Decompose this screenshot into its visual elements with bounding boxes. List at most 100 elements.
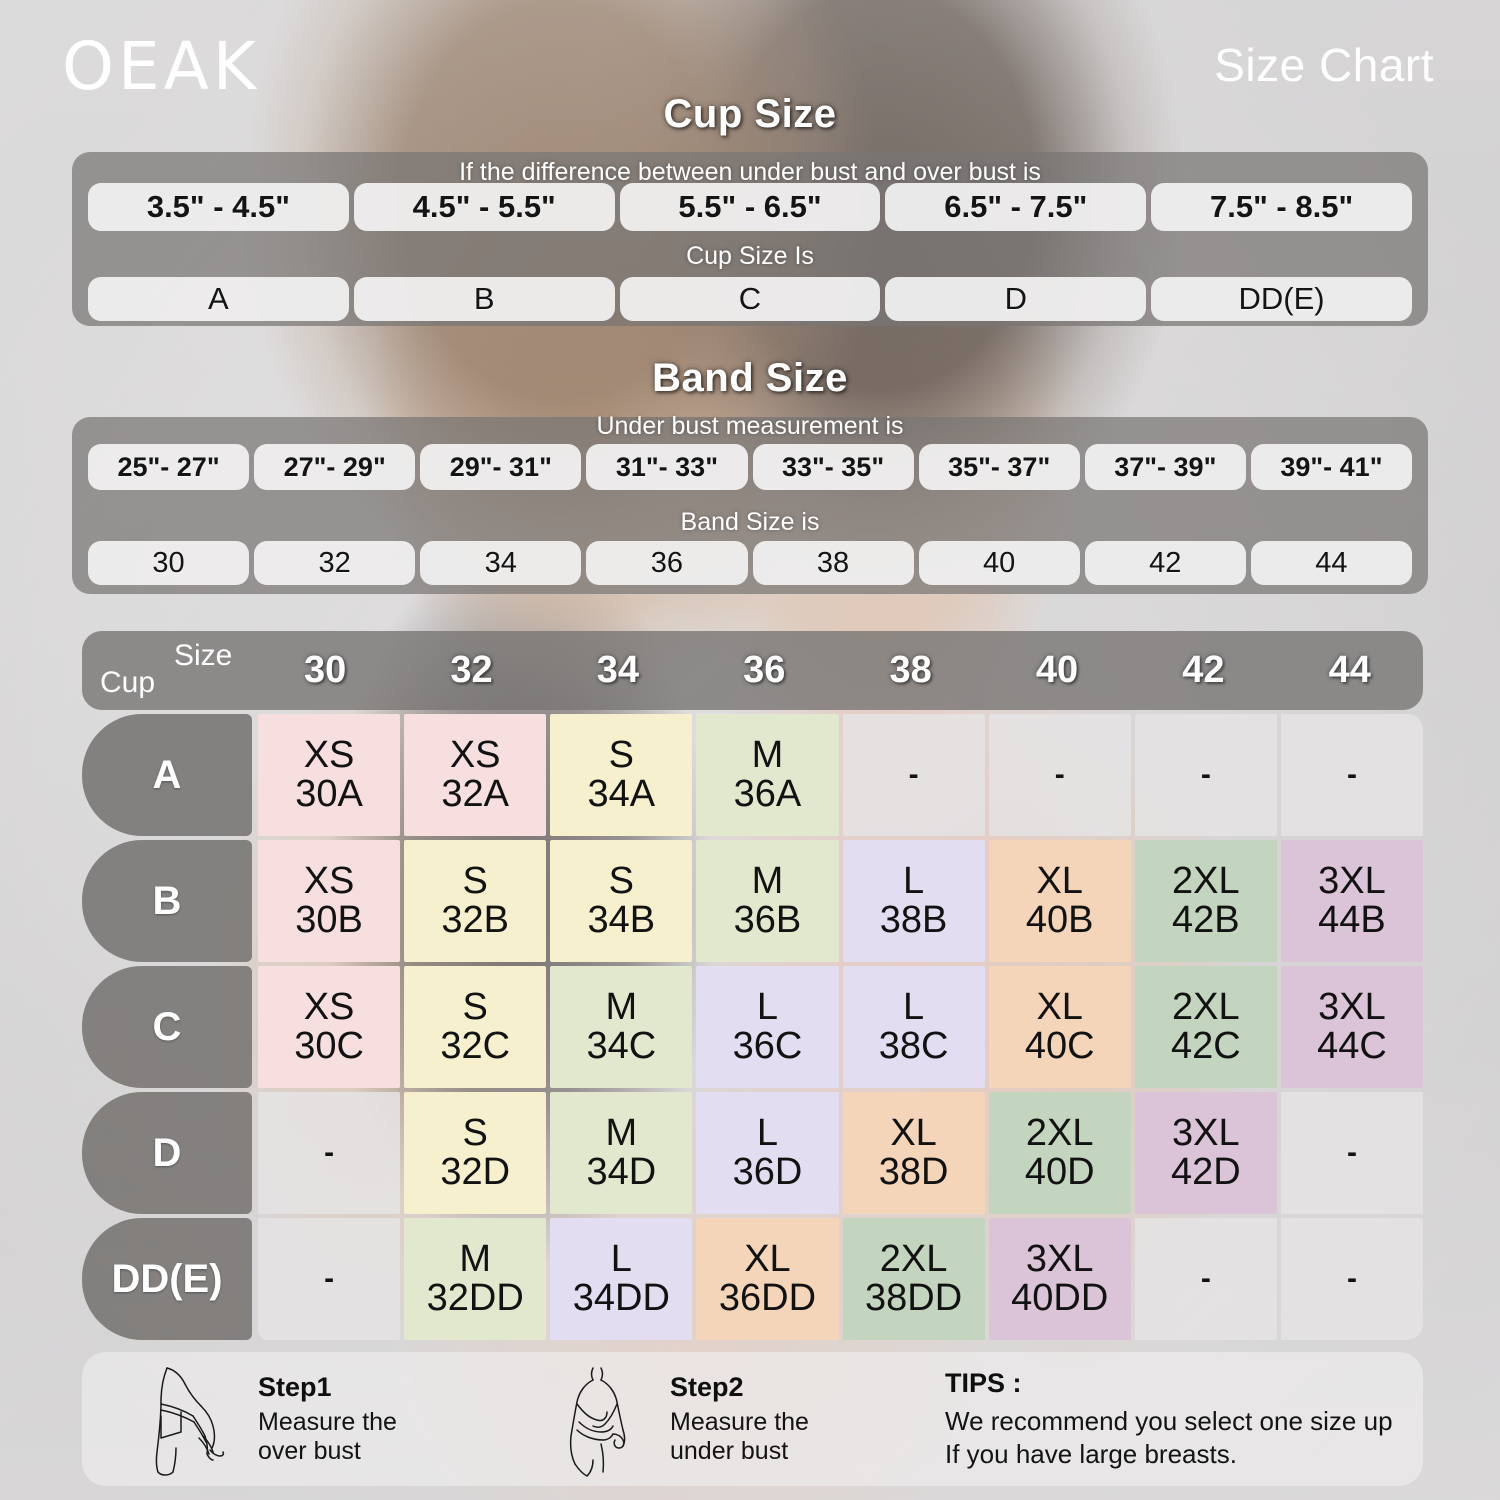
band-size-cell-7: 44 — [1250, 541, 1412, 585]
cell-size-label: XS — [303, 734, 355, 777]
matrix-cell-32-D: S 32D — [404, 1092, 547, 1214]
matrix-cell-36-DD(E): XL 36DD — [696, 1218, 839, 1340]
cell-size-label: XL — [890, 1112, 937, 1155]
matrix-cell-30-B: XS 30B — [258, 840, 401, 962]
band-size-cell-4: 38 — [752, 541, 914, 585]
cell-code-label: 34A — [587, 773, 656, 815]
cell-size-label: XS — [449, 734, 501, 777]
matrix-cell-30-C: XS 30C — [258, 966, 401, 1088]
matrix-cell-40-C: XL 40C — [988, 966, 1131, 1088]
matrix-cell-34-D: M 34D — [550, 1092, 693, 1214]
matrix-row-label-A: A — [82, 714, 252, 836]
over-bust-measure-icon — [155, 1367, 225, 1476]
cell-code-label: 44B — [1318, 899, 1386, 941]
cell-code-label: 32D — [440, 1151, 511, 1193]
cell-size-label: L — [610, 1238, 632, 1281]
matrix-cell-38-A: - — [842, 714, 985, 836]
cup-caption-difference: If the difference between under bust and… — [459, 158, 1041, 186]
matrix-column-headers: 30 32 34 36 38 40 42 44 — [252, 631, 1423, 710]
matrix-cell-42-A: - — [1134, 714, 1277, 836]
band-caption-size-is: Band Size is — [680, 508, 820, 536]
band-size-cell-5: 40 — [918, 541, 1080, 585]
band-range-cell-0: 25"- 27" — [88, 444, 250, 490]
cell-code-label: 30B — [295, 899, 363, 941]
matrix-col-header-40: 40 — [1035, 649, 1079, 691]
cell-code-label: 30A — [295, 773, 363, 815]
cup-range-cell-2: 5.5" - 6.5" — [619, 183, 881, 231]
matrix-row: B XS 30B S 32B S 34B M 36B L 38B XL 40B 2XL 42B 3XL 44B — [82, 840, 1423, 962]
cell-size-label: 3XL — [1318, 860, 1386, 903]
step1-block: Step1 Measure the over bust — [137, 1360, 537, 1478]
band-range-cell-1: 27"- 29" — [254, 444, 416, 490]
matrix-cell-38-DD(E): 2XL 38DD — [842, 1218, 985, 1340]
step1-line1: Measure the — [258, 1407, 397, 1436]
matrix-cell-32-C: S 32C — [404, 966, 547, 1088]
step1-desc: Measure the over bust — [258, 1408, 397, 1467]
matrix-cell-42-D: 3XL 42D — [1134, 1092, 1277, 1214]
band-size-cell-1: 32 — [254, 541, 416, 585]
page-title: Size Chart — [1214, 39, 1434, 91]
cell-size-label: S — [462, 1112, 488, 1155]
matrix-cell-34-B: S 34B — [550, 840, 693, 962]
cell-code-label: 32C — [440, 1025, 511, 1067]
cell-size-label: - — [1346, 1261, 1357, 1295]
band-range-row: 25"- 27" 27"- 29" 29"- 31" 31"- 33" 33"- 35"… — [88, 444, 1412, 490]
band-range-cell-7: 39"- 41" — [1250, 444, 1412, 490]
cell-code-label: 32A — [441, 773, 509, 815]
matrix-cell-44-C: 3XL 44C — [1280, 966, 1423, 1088]
cell-size-label: L — [756, 1112, 778, 1155]
cell-size-label: XS — [303, 986, 355, 1029]
cell-code-label: 42D — [1170, 1151, 1241, 1193]
matrix-cell-32-B: S 32B — [404, 840, 547, 962]
cell-size-label: M — [459, 1238, 492, 1281]
cell-size-label: 3XL — [1172, 1112, 1240, 1155]
band-range-cell-2: 29"- 31" — [420, 444, 582, 490]
cup-range-cell-4: 7.5" - 8.5" — [1151, 183, 1412, 231]
cup-size-cell-1: B — [353, 277, 615, 321]
cell-size-label: S — [608, 860, 634, 903]
cell-size-label: L — [756, 986, 778, 1029]
cup-size-cell-0: A — [88, 277, 349, 321]
step2-block: Step2 Measure the under bust — [549, 1360, 939, 1478]
matrix-row-label-C: C — [82, 966, 252, 1088]
cell-code-label: 32DD — [426, 1277, 524, 1319]
cup-range-cell-1: 4.5" - 5.5" — [353, 183, 615, 231]
cup-range-cell-3: 6.5" - 7.5" — [885, 183, 1147, 231]
cell-size-label: S — [462, 986, 488, 1029]
cell-code-label: 34DD — [572, 1277, 670, 1319]
matrix-cell-40-A: - — [988, 714, 1131, 836]
cell-size-label: - — [1200, 1261, 1211, 1295]
matrix-cell-30-D: - — [258, 1092, 401, 1214]
matrix-cell-32-DD(E): M 32DD — [404, 1218, 547, 1340]
cell-size-label: - — [324, 1261, 335, 1295]
matrix-row: A XS 30A XS 32A S 34A M 36A - - - - — [82, 714, 1423, 836]
cup-range-cell-0: 3.5" - 4.5" — [88, 183, 349, 231]
matrix-header-row: Size Cup 30 32 34 36 38 40 42 44 — [82, 631, 1423, 710]
under-bust-measure-icon — [569, 1367, 626, 1477]
cell-size-label: 2XL — [879, 1238, 948, 1281]
cell-code-label: 40D — [1024, 1151, 1095, 1193]
band-range-cell-4: 33"- 35" — [752, 444, 914, 490]
cell-code-label: 42B — [1172, 899, 1240, 941]
matrix-corner-cell: Size Cup — [82, 631, 252, 710]
matrix-col-header-34: 34 — [596, 649, 640, 691]
matrix-cell-40-D: 2XL 40D — [988, 1092, 1131, 1214]
cell-size-label: XL — [744, 1238, 791, 1281]
cell-code-label: 36A — [733, 773, 802, 815]
step2-line2: under bust — [670, 1437, 789, 1465]
matrix-cell-38-D: XL 38D — [842, 1092, 985, 1214]
matrix-cell-36-C: L 36C — [696, 966, 839, 1088]
matrix-cell-32-A: XS 32A — [404, 714, 547, 836]
matrix-cell-36-D: L 36D — [696, 1092, 839, 1214]
matrix-cell-42-C: 2XL 42C — [1134, 966, 1277, 1088]
cell-code-label: 42C — [1170, 1025, 1241, 1067]
matrix-cell-42-B: 2XL 42B — [1134, 840, 1277, 962]
cup-caption-size-is: Cup Size Is — [686, 242, 814, 270]
matrix-cell-44-DD(E): - — [1280, 1218, 1423, 1340]
measure-steps-panel: Step1 Measure the over bust — [82, 1352, 1423, 1486]
cell-size-label: L — [902, 860, 925, 903]
matrix-cell-44-D: - — [1280, 1092, 1423, 1214]
band-range-cell-6: 37"- 39" — [1084, 444, 1246, 490]
cell-size-label: M — [605, 986, 638, 1029]
